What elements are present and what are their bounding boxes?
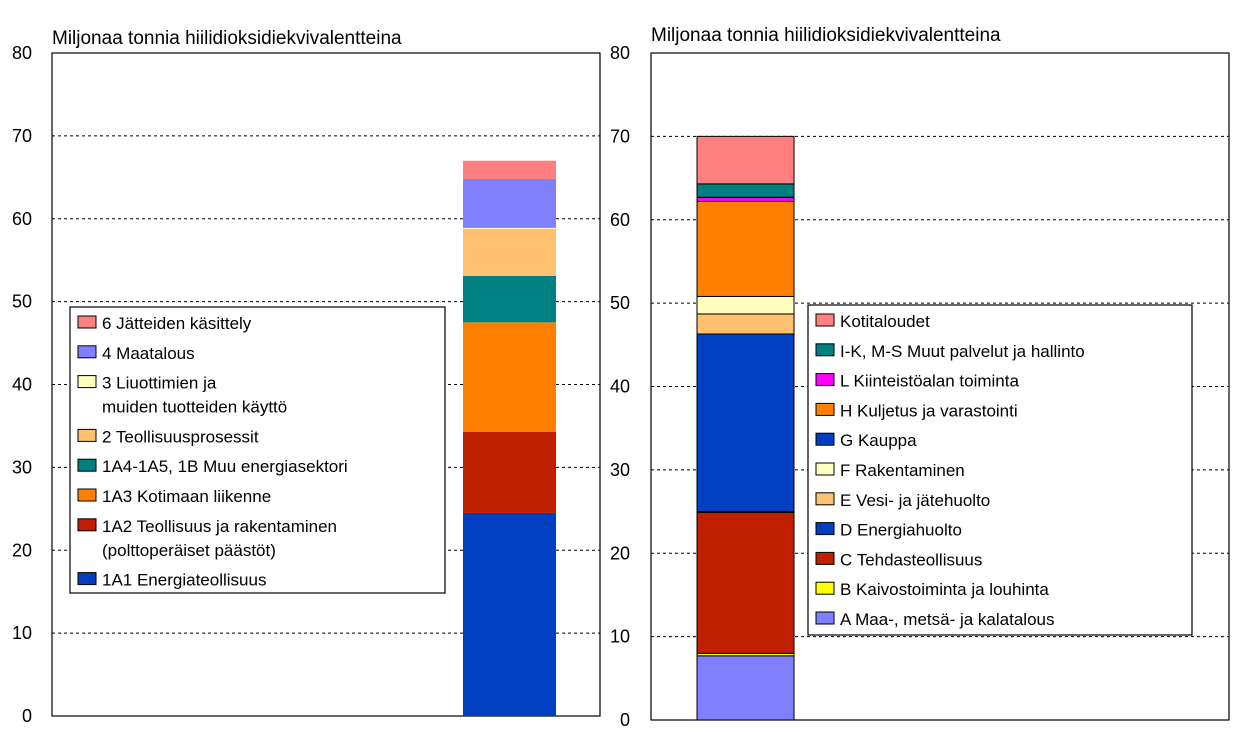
y-tick-label: 20 (610, 543, 630, 563)
legend-swatch (77, 518, 97, 532)
bar-segment (463, 431, 556, 513)
y-tick-label: 0 (620, 710, 630, 730)
legend-label: L Kiinteistöalan toiminta (840, 372, 1019, 391)
legend-label: 1A3 Kotimaan liikenne (102, 487, 271, 506)
legend-swatch (77, 315, 97, 329)
legend-label: I-K, M-S Muut palvelut ja hallinto (840, 342, 1085, 361)
bar-segment (463, 178, 556, 228)
legend-label: C Tehdasteollisuus (840, 550, 982, 569)
chart-left: Miljonaa tonnia hiilidioksidiekvivalentt… (12, 28, 601, 726)
left-y-axis-title: Miljonaa tonnia hiilidioksidiekvivalentt… (52, 28, 402, 49)
y-tick-label: 40 (610, 377, 630, 397)
legend-label: E Vesi- ja jätehuolto (840, 491, 990, 510)
legend-swatch (815, 551, 835, 565)
y-tick-label: 60 (610, 210, 630, 230)
y-tick-label: 80 (610, 43, 630, 63)
legend-swatch (815, 611, 835, 625)
y-tick-label: 40 (12, 375, 32, 395)
legend-swatch (77, 375, 97, 389)
bar-segment (696, 313, 795, 335)
legend-label: 1A2 Teollisuus ja rakentaminen (102, 517, 337, 536)
y-tick-label: 20 (12, 540, 32, 560)
legend-label: D Energiahuolto (840, 521, 962, 540)
bar-segment (696, 183, 795, 198)
legend-label: muiden tuotteiden käyttö (102, 398, 287, 417)
y-tick-label: 70 (12, 126, 32, 146)
right-tick-labels: 0 10 20 30 40 50 60 70 80 (610, 43, 630, 730)
legend-swatch (77, 572, 97, 586)
legend-swatch (77, 458, 97, 472)
legend-swatch (77, 428, 97, 442)
bar-segment (696, 135, 795, 185)
legend-label: 4 Maatalous (102, 344, 195, 363)
legend-swatch (815, 522, 835, 536)
legend-label: 1A1 Energiateollisuus (102, 571, 266, 590)
bar-segment (696, 196, 795, 202)
legend-swatch (815, 402, 835, 416)
y-tick-label: 50 (610, 293, 630, 313)
bar-segment (463, 160, 556, 179)
legend-swatch (815, 343, 835, 357)
bar-segment (463, 275, 556, 323)
right-legend: Kotitaloudet I-K, M-S Muut palvelut ja ha… (807, 304, 1193, 636)
y-tick-label: 50 (12, 292, 32, 312)
bar-segment (696, 655, 795, 721)
legend-swatch (815, 373, 835, 387)
legend-swatch (815, 313, 835, 327)
left-tick-labels: 0 10 20 30 40 50 60 70 80 (12, 43, 32, 726)
y-tick-label: 60 (12, 209, 32, 229)
legend-swatch (815, 492, 835, 506)
legend-label: A Maa-, metsä- ja kalatalous (840, 610, 1054, 629)
legend-swatch (815, 462, 835, 476)
legend-label: 6 Jätteiden käsittely (102, 314, 252, 333)
legend-label: G Kauppa (840, 431, 917, 450)
bar-segment (696, 200, 795, 297)
legend-box (807, 304, 1193, 636)
right-stacked-bar (696, 135, 795, 721)
legend-label: F Rakentaminen (840, 461, 965, 480)
bar-segment (696, 511, 795, 654)
legend-box (69, 306, 446, 594)
legend-swatch (815, 581, 835, 595)
legend-label: 1A4-1A5, 1B Muu energiasektori (102, 457, 348, 476)
bar-segment (696, 333, 795, 513)
bar-segment (463, 227, 556, 229)
legend-label: 3 Liuottimien ja (102, 374, 217, 393)
legend-label: H Kuljetus ja varastointi (840, 401, 1018, 420)
bar-segment (463, 228, 556, 276)
left-stacked-bar (463, 160, 556, 716)
legend-label: 2 Teollisuusprosessit (102, 427, 259, 446)
legend-label: B Kaivostoiminta ja louhinta (840, 580, 1049, 599)
y-tick-label: 0 (22, 706, 32, 726)
y-tick-label: 10 (12, 623, 32, 643)
legend-swatch (815, 432, 835, 446)
left-legend: 6 Jätteiden käsittely 4 Maatalous 3 Liuott… (69, 306, 446, 594)
legend-swatch (77, 488, 97, 502)
legend-label: (polttoperäiset päästöt) (102, 541, 276, 560)
y-tick-label: 30 (12, 457, 32, 477)
right-y-axis-title: Miljonaa tonnia hiilidioksidiekvivalentt… (651, 25, 1001, 46)
y-tick-label: 70 (610, 126, 630, 146)
legend-swatch (77, 345, 97, 359)
y-tick-label: 30 (610, 460, 630, 480)
bar-segment (463, 512, 556, 716)
bar-segment (696, 295, 795, 315)
legend-label: Kotitaloudet (840, 312, 930, 331)
y-tick-label: 80 (12, 43, 32, 63)
chart-right: Miljonaa tonnia hiilidioksidiekvivalentt… (610, 25, 1230, 730)
bar-segment (463, 322, 556, 432)
y-tick-label: 10 (610, 627, 630, 647)
